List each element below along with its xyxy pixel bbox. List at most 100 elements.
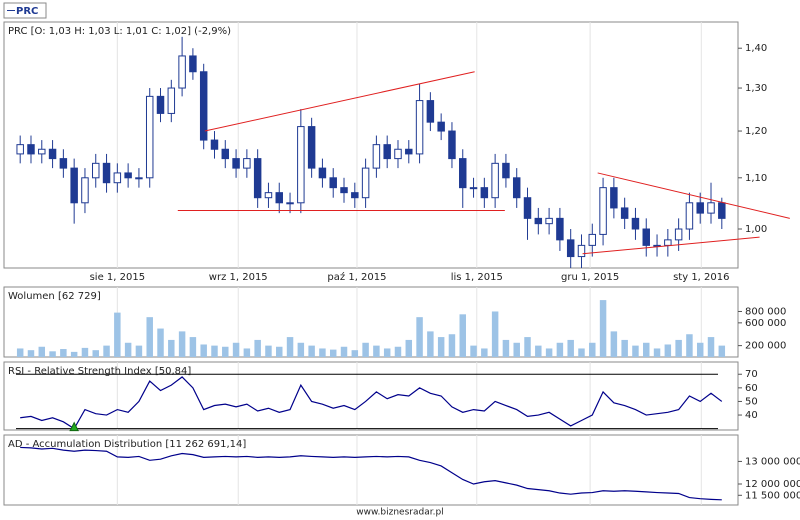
candle-body xyxy=(210,139,219,150)
candle-body xyxy=(707,202,715,214)
volume-bar xyxy=(578,348,585,357)
candle-body xyxy=(59,158,68,169)
panel-frame xyxy=(3,434,739,506)
candle-body xyxy=(232,158,240,169)
volume-bar xyxy=(675,339,682,357)
candle-body xyxy=(631,217,640,230)
candle-body xyxy=(394,148,402,160)
y-tick-label: 1,10 xyxy=(745,173,767,184)
x-tick-label: gru 1, 2015 xyxy=(561,272,619,283)
volume-bar xyxy=(81,347,89,357)
x-tick-label: sty 1, 2016 xyxy=(673,272,729,283)
candle-body xyxy=(351,192,359,199)
candle-body xyxy=(27,144,35,155)
volume-bar xyxy=(545,348,553,357)
panel-title: RSI - Relative Strength Index [50,84] xyxy=(8,366,191,377)
y-tick-label: 70 xyxy=(745,369,758,380)
candle-body xyxy=(599,187,607,235)
volume-bar xyxy=(610,331,618,357)
candle-body xyxy=(221,148,230,160)
y-tick-label: 1,20 xyxy=(745,126,767,137)
volume-bar xyxy=(254,339,261,357)
volume-bar xyxy=(589,342,596,357)
candle-body xyxy=(459,158,467,189)
panel-title: Wolumen [62 729] xyxy=(8,291,101,302)
y-tick-label: 40 xyxy=(745,410,758,421)
volume-bar xyxy=(70,351,78,357)
volume-bar xyxy=(232,342,240,357)
candle-body xyxy=(135,177,143,180)
volume-bar xyxy=(114,312,121,357)
candle-body xyxy=(361,167,370,199)
volume-bar xyxy=(459,314,466,357)
volume-bar xyxy=(178,331,186,357)
volume-bar xyxy=(286,337,294,357)
candle-body xyxy=(556,217,564,241)
volume-bar xyxy=(643,342,650,357)
candle-body xyxy=(545,217,553,225)
volume-bar xyxy=(27,350,35,357)
legend-label: PRC xyxy=(16,6,38,17)
volume-bar xyxy=(470,345,477,357)
volume-bar xyxy=(448,334,456,357)
y-tick-label: 12 000 000 xyxy=(745,479,800,490)
candle-body xyxy=(124,172,132,179)
candle-body xyxy=(620,207,629,219)
volume-bar xyxy=(481,348,488,357)
candle-body xyxy=(92,162,100,179)
indicator-line xyxy=(20,446,722,501)
volume-bar xyxy=(276,346,283,357)
x-tick-label: sie 1, 2015 xyxy=(90,272,146,283)
candle-body xyxy=(48,148,57,160)
candle-body xyxy=(664,239,672,246)
trend-line xyxy=(597,172,790,219)
volume-bar xyxy=(696,342,704,357)
candle-body xyxy=(674,228,683,241)
candle-body xyxy=(113,172,122,184)
candle-body xyxy=(318,167,327,179)
candle-body xyxy=(718,202,726,219)
y-tick-label: 11 500 000 xyxy=(745,490,800,501)
x-tick-label: lis 1, 2015 xyxy=(451,272,503,283)
volume-bar xyxy=(189,337,197,357)
candle-body xyxy=(405,148,413,155)
volume-bar xyxy=(653,348,661,357)
candle-body xyxy=(588,233,597,246)
candle-body xyxy=(448,130,456,160)
y-tick-label: 1,40 xyxy=(745,43,767,54)
candle-body xyxy=(383,144,391,160)
candle-body xyxy=(275,192,283,204)
volume-bar xyxy=(535,345,542,357)
panel-title: PRC [O: 1,03 H: 1,03 L: 1,01 C: 1,02] (-… xyxy=(8,26,231,37)
candle-body xyxy=(81,177,89,204)
panel-title: AD - Accumulation Distribution [11 262 6… xyxy=(8,439,246,450)
candle-body xyxy=(685,202,694,230)
candle-body xyxy=(372,144,381,169)
x-tick-label: wrz 1, 2015 xyxy=(209,272,268,283)
volume-bar xyxy=(502,339,510,357)
volume-bar xyxy=(168,339,175,357)
y-tick-label: 13 000 000 xyxy=(745,456,800,467)
candle-body xyxy=(178,55,186,89)
volume-bar xyxy=(340,346,348,357)
volume-bar xyxy=(405,339,413,357)
volume-bar xyxy=(513,342,520,357)
candle-body xyxy=(415,100,424,155)
candle-body xyxy=(264,192,273,199)
volume-bar xyxy=(103,345,110,357)
volume-bar xyxy=(308,345,315,357)
footer: www.biznesradar.pl xyxy=(356,508,443,518)
candle-body xyxy=(16,144,24,155)
volume-bar xyxy=(362,342,369,357)
candle-body xyxy=(491,162,499,199)
candle-body xyxy=(502,162,510,179)
candle-body xyxy=(577,244,586,258)
volume-bar xyxy=(556,342,564,357)
volume-bar xyxy=(92,350,99,357)
volume-bar xyxy=(524,337,531,357)
legend-box xyxy=(3,2,47,19)
candle-body xyxy=(437,121,445,132)
candle-body xyxy=(534,217,543,225)
volume-bar xyxy=(200,344,207,357)
volume-bar xyxy=(49,351,56,357)
